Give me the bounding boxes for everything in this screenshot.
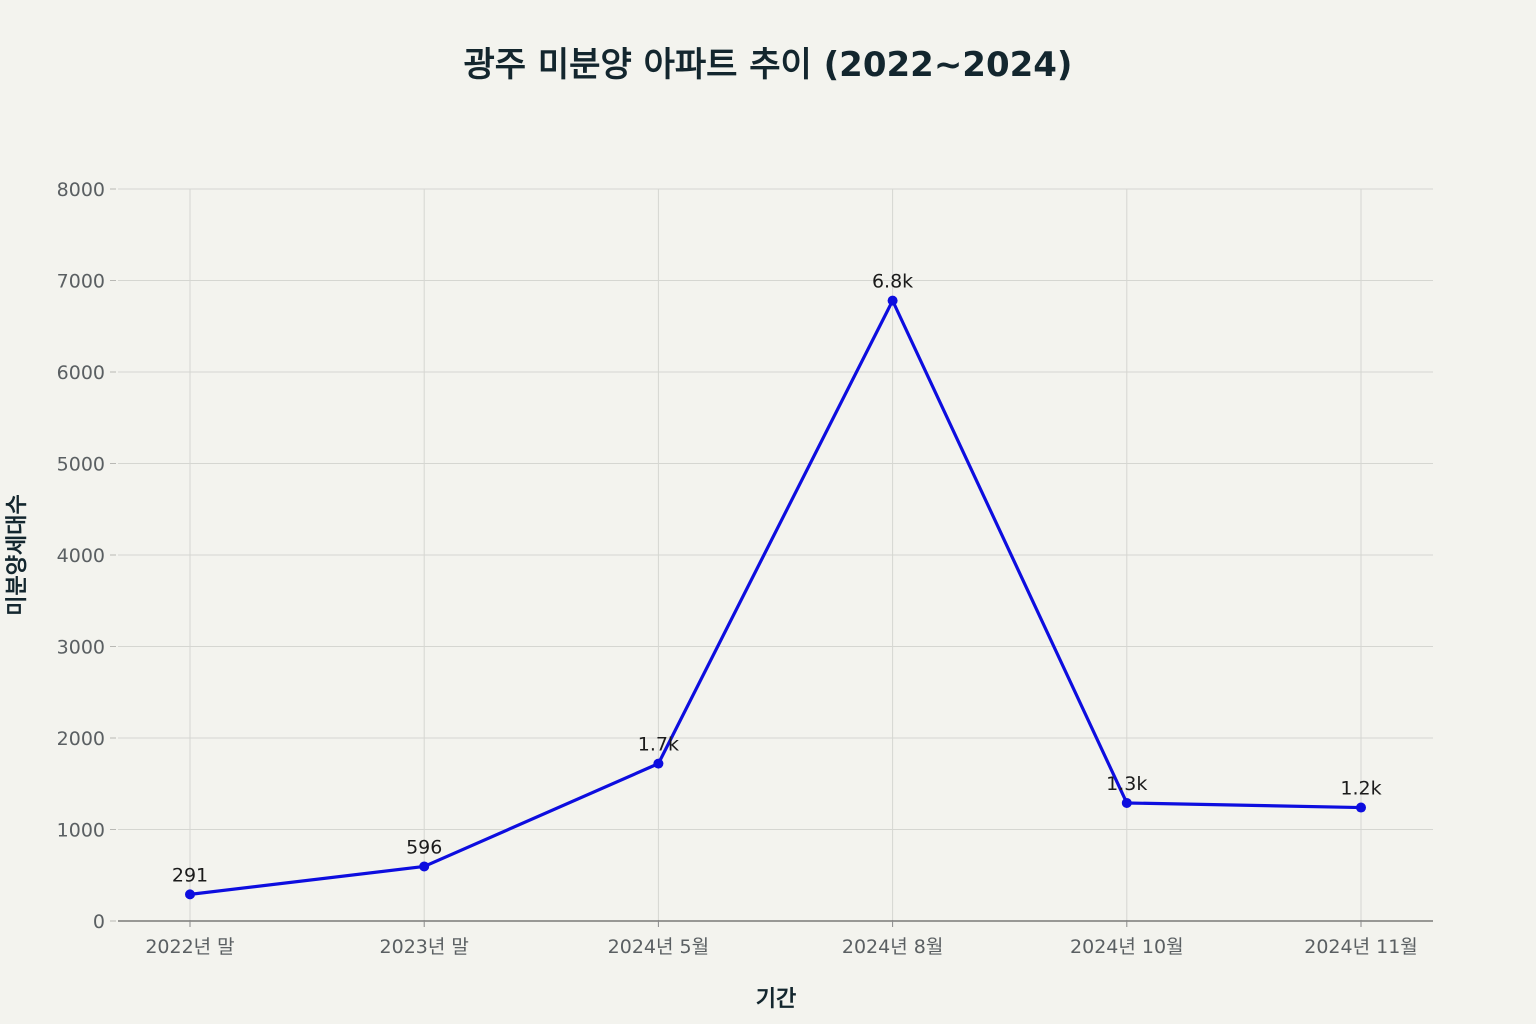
y-tick-label: 6000 [57, 362, 105, 384]
y-tick-label: 8000 [57, 179, 105, 201]
data-labels: 291 596 1.7k 6.8k 1.3k 1.2k [172, 271, 1382, 887]
y-tick-label: 2000 [57, 728, 105, 750]
series-layer [185, 295, 1366, 900]
data-point [1121, 797, 1132, 808]
x-tick-label: 2022년 말 [145, 936, 234, 958]
horizontal-gridlines [118, 188, 1433, 830]
y-tick-label: 4000 [57, 545, 105, 567]
x-tick-label: 2024년 8월 [842, 936, 943, 958]
y-axis-ticks: 0 1000 2000 3000 4000 5000 6000 7000 8000 [57, 179, 116, 933]
data-point [185, 889, 195, 900]
chart-title: 광주 미분양 아파트 추이 (2022~2024) [464, 45, 1073, 85]
data-label: 1.2k [1340, 778, 1381, 800]
x-tick-label: 2024년 10월 [1070, 936, 1184, 958]
data-label: 6.8k [872, 271, 913, 293]
y-tick-label: 1000 [57, 820, 105, 842]
y-axis-title: 미분양세대수 [5, 494, 30, 615]
data-point [887, 295, 898, 306]
y-tick-label: 0 [93, 911, 105, 933]
data-point [419, 861, 430, 872]
data-label: 291 [172, 864, 208, 886]
data-label: 1.3k [1106, 773, 1147, 795]
x-axis-ticks: 2022년 말 2023년 말 2024년 5월 2024년 8월 2024년 10월 2… [145, 921, 1418, 958]
y-tick-label: 5000 [57, 454, 105, 476]
data-label: 1.7k [638, 734, 679, 756]
x-tick-label: 2024년 11월 [1304, 936, 1418, 958]
x-tick-label: 2023년 말 [380, 936, 469, 958]
x-tick-label: 2024년 5월 [608, 936, 709, 958]
y-tick-label: 3000 [57, 637, 105, 659]
series-line [188, 299, 1363, 896]
data-point [1356, 802, 1366, 813]
x-axis-title: 기간 [756, 987, 796, 1012]
y-tick-label: 7000 [57, 271, 105, 293]
data-point [653, 758, 664, 769]
data-label: 596 [406, 836, 442, 858]
